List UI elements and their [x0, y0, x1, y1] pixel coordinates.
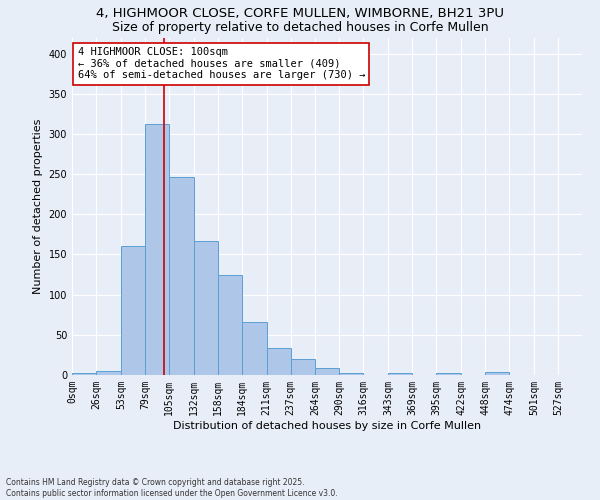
Text: Contains HM Land Registry data © Crown copyright and database right 2025.
Contai: Contains HM Land Registry data © Crown c…	[6, 478, 338, 498]
Text: 4, HIGHMOOR CLOSE, CORFE MULLEN, WIMBORNE, BH21 3PU: 4, HIGHMOOR CLOSE, CORFE MULLEN, WIMBORN…	[96, 8, 504, 20]
Bar	[316, 368, 340, 375]
Bar	[169, 176, 194, 375]
Bar	[218, 276, 242, 375]
Bar	[340, 374, 364, 375]
Bar	[145, 124, 169, 375]
Bar	[121, 246, 145, 375]
Bar	[485, 372, 509, 375]
Bar	[96, 371, 121, 375]
Text: Size of property relative to detached houses in Corfe Mullen: Size of property relative to detached ho…	[112, 21, 488, 34]
Bar	[388, 372, 412, 375]
Text: 4 HIGHMOOR CLOSE: 100sqm
← 36% of detached houses are smaller (409)
64% of semi-: 4 HIGHMOOR CLOSE: 100sqm ← 36% of detach…	[77, 47, 365, 80]
Y-axis label: Number of detached properties: Number of detached properties	[33, 118, 43, 294]
Bar	[266, 348, 290, 375]
Bar	[72, 374, 96, 375]
Bar	[436, 372, 461, 375]
Bar	[290, 359, 316, 375]
Bar	[194, 241, 218, 375]
X-axis label: Distribution of detached houses by size in Corfe Mullen: Distribution of detached houses by size …	[173, 420, 481, 430]
Bar	[242, 322, 266, 375]
